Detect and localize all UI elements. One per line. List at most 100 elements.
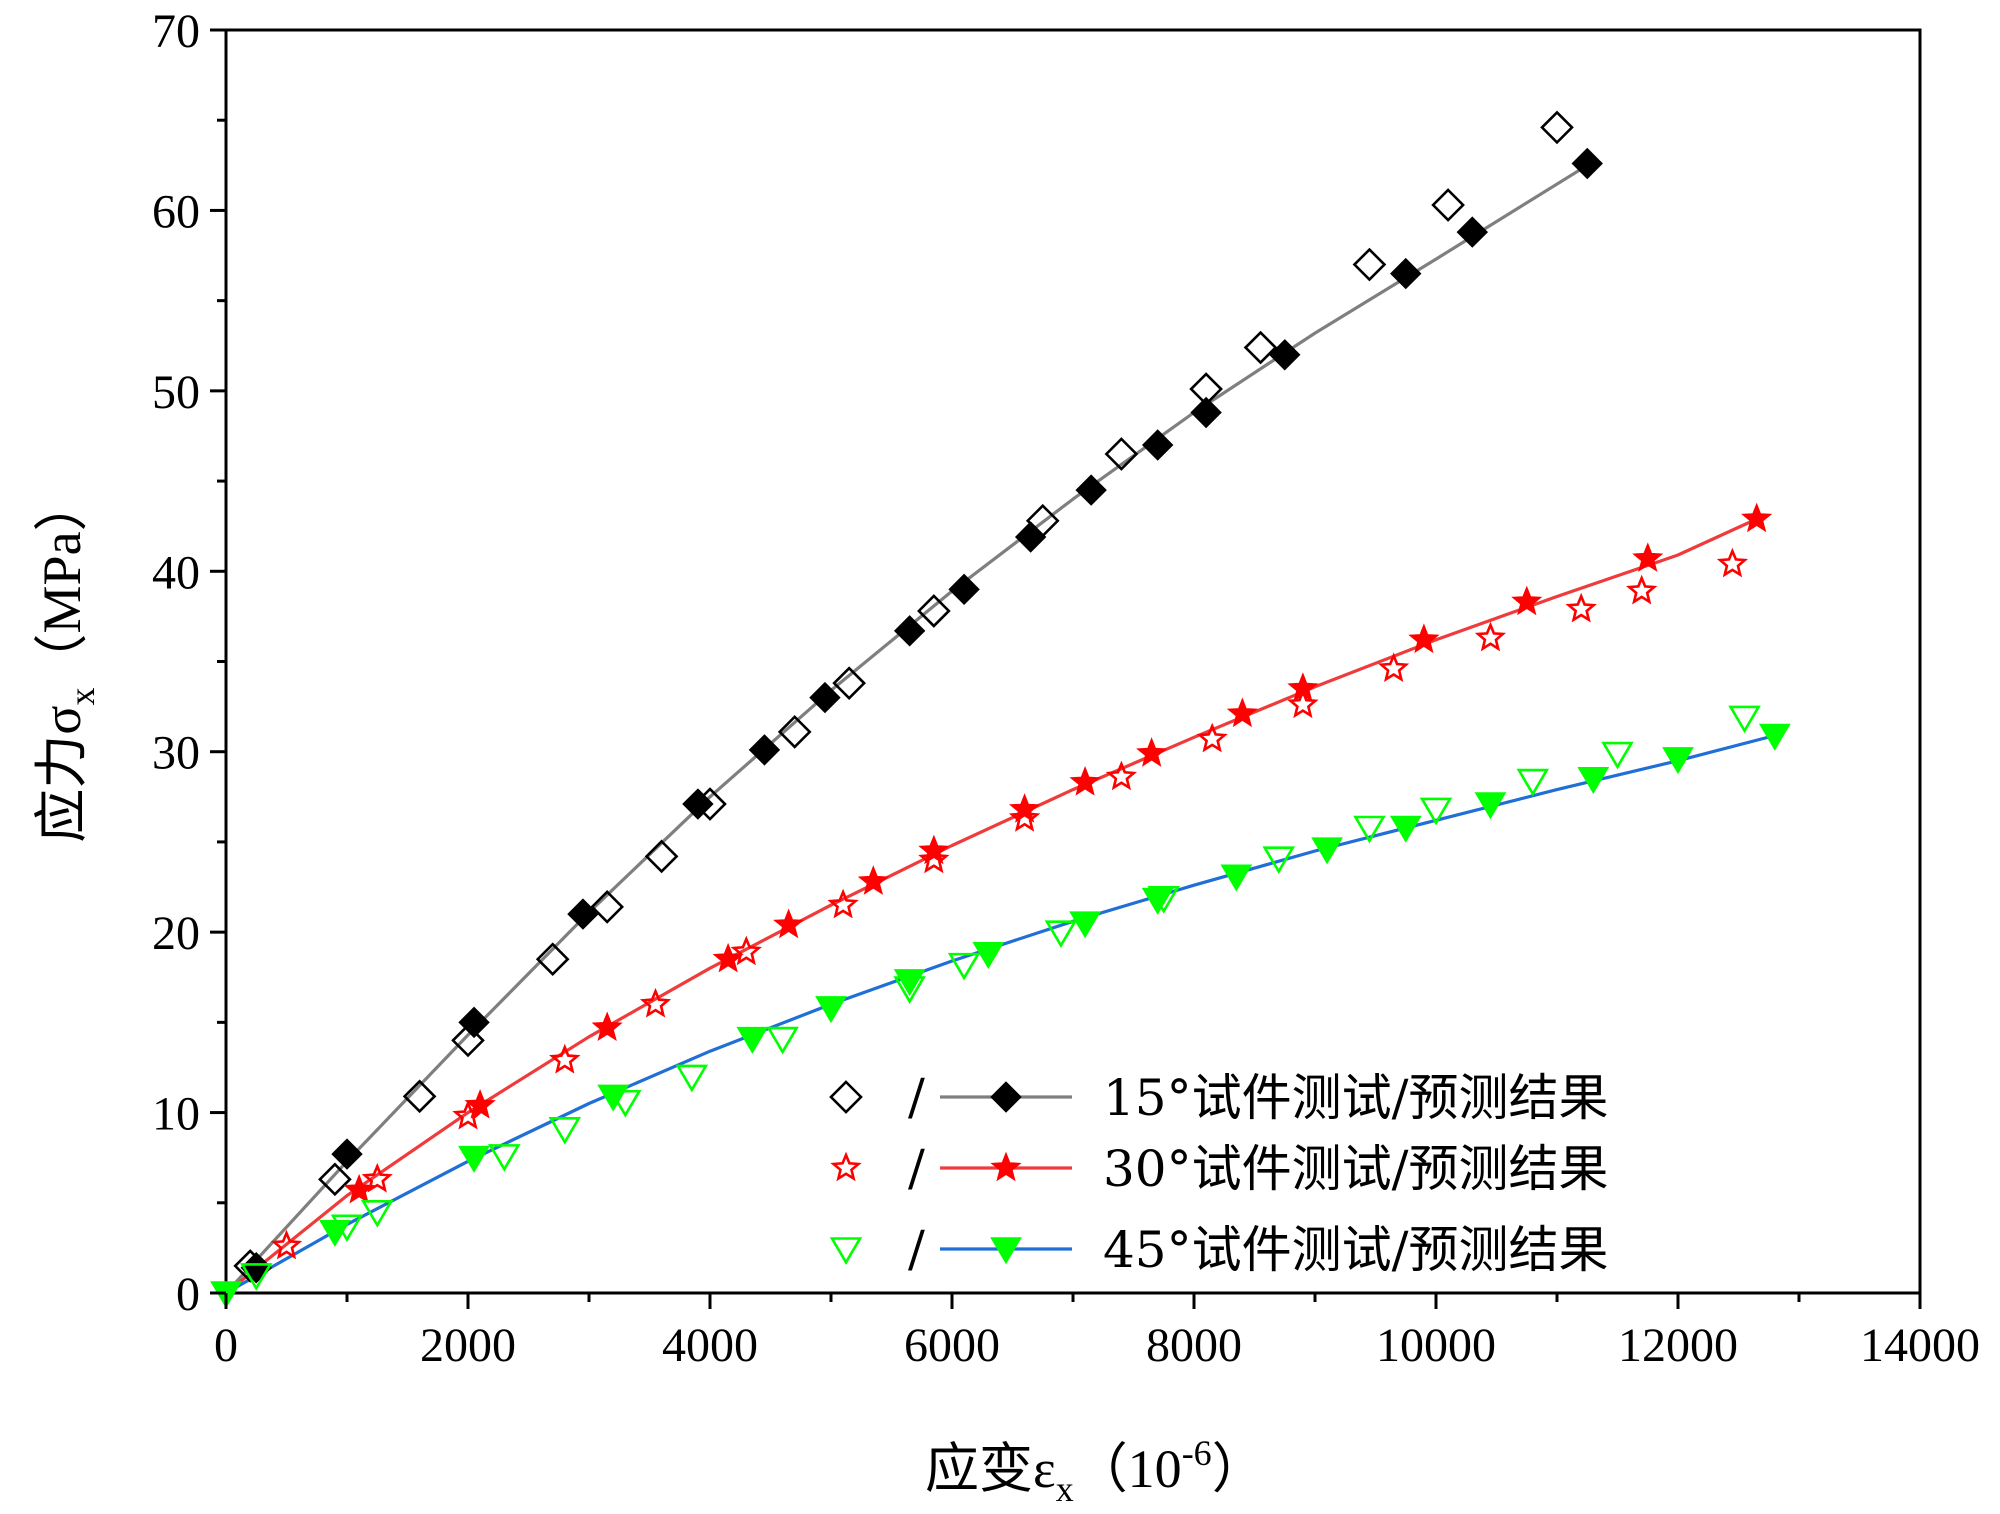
test-point-series-3	[1419, 797, 1453, 826]
y-axis-title: 应力σx（MPa）	[32, 477, 102, 842]
pred-point-series-1	[1390, 257, 1422, 290]
pred-point-series-3	[736, 1026, 769, 1054]
test-point-series-2	[1008, 802, 1041, 832]
test-point-series-2	[1105, 760, 1138, 791]
x-tick-label: 4000	[662, 1319, 758, 1372]
pred-point-series-3	[1220, 864, 1253, 892]
legend-label-1: 15°试件测试/预测结果	[1103, 1069, 1608, 1127]
pred-point-series-3	[972, 942, 1005, 970]
test-point-series-3	[360, 1200, 394, 1228]
y-axis-title-main: 应力σ	[32, 705, 92, 842]
test-point-series-1	[1104, 437, 1139, 471]
pred-point-series-1	[1141, 429, 1174, 461]
test-point-series-3	[548, 1117, 582, 1145]
pred-point-series-1	[1456, 216, 1489, 248]
legend-separator: /	[908, 1139, 925, 1197]
x-axis-title-unit-sup: -6	[1182, 1433, 1212, 1473]
legend-pred-marker-1	[990, 1081, 1022, 1113]
legend-test-marker-2	[830, 1151, 862, 1182]
pred-point-series-3	[319, 1219, 351, 1247]
x-tick-label: 0	[214, 1319, 238, 1372]
x-tick-label: 8000	[1146, 1319, 1242, 1372]
pred-point-series-1	[682, 788, 714, 820]
x-tick-label: 2000	[420, 1319, 516, 1372]
test-point-series-1	[318, 1162, 352, 1197]
x-axis-title-main: 应变ε	[925, 1439, 1056, 1499]
test-point-series-2	[730, 935, 762, 966]
pred-point-series-1	[1014, 521, 1047, 553]
pred-point-series-2	[1008, 793, 1041, 823]
pred-point-series-1	[1571, 147, 1603, 180]
pred-point-series-3	[1389, 815, 1422, 843]
data-markers	[210, 110, 1791, 1309]
test-point-series-2	[1378, 652, 1410, 682]
test-point-series-2	[1565, 592, 1597, 623]
test-point-series-3	[1601, 741, 1634, 770]
pred-point-series-2	[1408, 623, 1440, 654]
y-axis-title-unit: （MPa）	[32, 477, 92, 687]
test-point-series-1	[1540, 110, 1574, 145]
test-point-series-1	[1352, 247, 1387, 282]
legend-label-3: 45°试件测试/预测结果	[1103, 1221, 1608, 1279]
pred-point-series-3	[1141, 887, 1174, 915]
pred-point-series-3	[893, 969, 926, 997]
y-tick-label: 60	[152, 185, 200, 238]
y-tick-label: 20	[152, 907, 200, 960]
x-axis-title-unit-open: （10	[1074, 1439, 1182, 1499]
pred-point-series-2	[1287, 672, 1319, 702]
test-point-series-3	[239, 1263, 273, 1291]
test-point-series-2	[1716, 547, 1749, 578]
test-point-series-3	[488, 1144, 521, 1172]
pred-point-series-3	[458, 1145, 490, 1173]
legend-test-marker-1	[829, 1080, 863, 1114]
y-axis: 0 10 20 30 40 50 60 70	[152, 5, 226, 1321]
pred-point-series-3	[1069, 911, 1101, 939]
y-tick-label: 30	[152, 727, 200, 780]
pred-point-series-1	[567, 898, 599, 930]
pred-point-series-3	[1311, 837, 1343, 865]
fit-line-series-3	[225, 733, 1776, 1295]
pred-point-series-2	[918, 834, 950, 865]
legend-test-marker-3	[829, 1237, 863, 1265]
pred-point-series-2	[1511, 585, 1543, 616]
test-point-series-2	[361, 1162, 393, 1193]
test-point-series-1	[402, 1079, 437, 1114]
test-point-series-1	[917, 594, 951, 628]
test-point-series-2	[827, 888, 859, 919]
y-tick-label: 0	[176, 1268, 200, 1321]
legend-separator: /	[908, 1220, 925, 1278]
test-point-series-3	[1516, 768, 1550, 797]
test-point-series-1	[832, 666, 866, 700]
pred-point-series-3	[815, 996, 847, 1024]
pred-point-series-2	[1741, 502, 1773, 533]
test-point-series-2	[1626, 574, 1658, 605]
test-point-series-1	[451, 1023, 485, 1058]
legend: / 15°试件测试/预测结果 / 30°试件测试/预测结果 / 45°试件测试/预测结果	[829, 1068, 1608, 1279]
legend-pred-marker-3	[990, 1237, 1022, 1265]
test-point-series-3	[1728, 705, 1761, 734]
legend-separator: /	[908, 1068, 925, 1126]
pred-point-series-1	[809, 681, 841, 714]
test-point-series-3	[1044, 920, 1078, 949]
legend-label-2: 30°试件测试/预测结果	[1103, 1140, 1608, 1198]
pred-point-series-1	[1075, 474, 1107, 506]
pred-point-series-1	[1269, 339, 1301, 371]
pred-point-series-2	[1136, 737, 1168, 767]
x-tick-label: 12000	[1618, 1319, 1738, 1372]
y-axis-title-sub: x	[62, 687, 102, 705]
pred-point-series-1	[331, 1138, 363, 1170]
pred-point-series-1	[1190, 396, 1222, 429]
test-point-series-3	[609, 1089, 642, 1118]
pred-point-series-2	[464, 1089, 496, 1119]
x-tick-label: 10000	[1376, 1319, 1496, 1372]
pred-point-series-3	[1758, 723, 1791, 751]
y-tick-label: 40	[152, 546, 200, 599]
test-point-series-1	[1431, 188, 1465, 222]
test-point-series-2	[1196, 722, 1228, 753]
x-axis-title-unit-close: ）	[1212, 1439, 1266, 1499]
test-point-series-1	[777, 715, 812, 749]
test-point-series-2	[918, 843, 950, 874]
test-point-series-2	[639, 987, 672, 1018]
pred-point-series-2	[1632, 542, 1664, 572]
